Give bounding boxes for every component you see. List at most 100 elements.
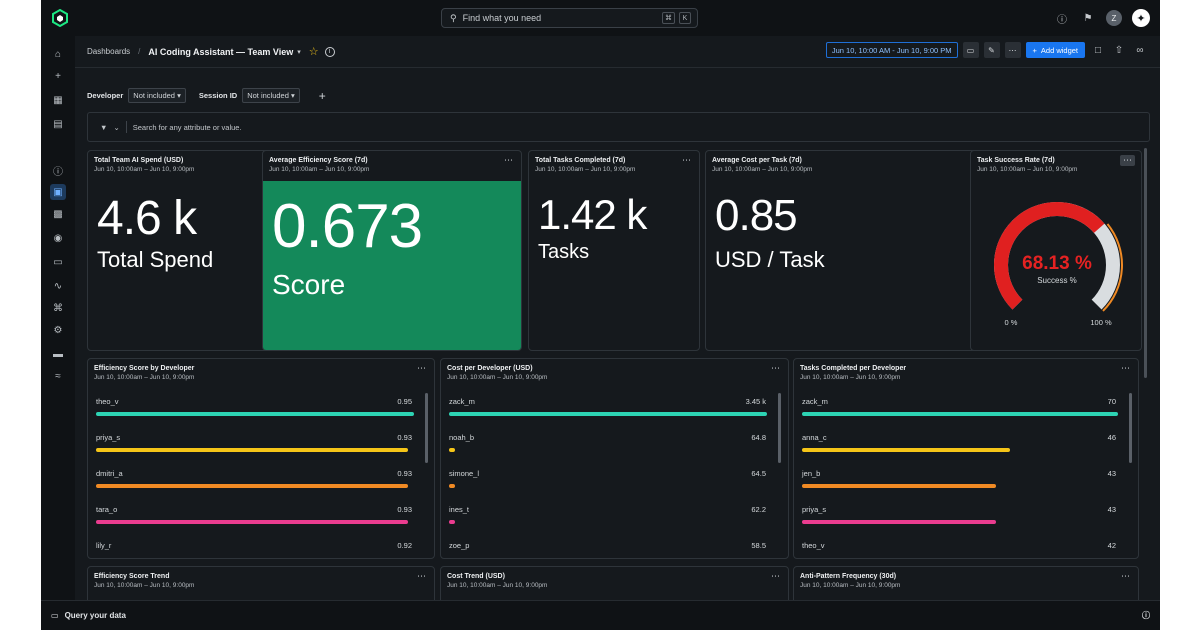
info-icon[interactable]: i [324,46,335,57]
dashboards-icon[interactable]: ▣ [50,184,66,200]
billboard-unit: Tasks [538,241,590,263]
share-icon[interactable]: ⇧ [1114,44,1124,56]
session-filter-select[interactable]: Not included ▾ [242,88,300,103]
feedback-icon[interactable]: ⚑ [1083,12,1093,24]
edit-icon[interactable]: ✎ [983,42,1000,58]
bar-label: lily_r [96,541,112,550]
widget-menu-icon[interactable]: ⋯ [417,363,426,373]
bar-label: jen_b [802,469,821,478]
widget-total-tasks[interactable]: Total Tasks Completed (7d) Jun 10, 10:00… [528,150,700,351]
global-search[interactable]: ⚲ Find what you need ⌘ K [441,8,698,28]
logs-icon[interactable]: ≈ [55,370,61,382]
bar-label: priya_s [802,505,827,514]
scrollbar[interactable] [1129,393,1132,463]
add-filter-icon[interactable]: + [318,88,326,103]
bar[interactable] [449,448,456,452]
scrollbar[interactable] [425,393,428,463]
bar-label: tara_o [96,505,118,514]
chevron-down-icon[interactable]: ▾ [297,48,301,56]
tv-mode-icon[interactable]: ▭ [962,42,979,58]
query-icon[interactable]: ▭ [51,611,59,620]
bar-label: theo_v [96,397,119,406]
widget-menu-icon[interactable]: ⋯ [417,571,426,581]
widget-subtitle: Jun 10, 10:00am – Jun 10, 9:00pm [94,374,195,381]
widget-efficiency-by-developer[interactable]: Efficiency Score by Developer Jun 10, 10… [87,358,435,559]
widget-title: Cost per Developer (USD) [447,365,533,372]
bar[interactable] [802,448,1010,452]
more-options-icon[interactable]: ⋯ [1004,42,1021,58]
assistant-icon[interactable]: ✦ [1132,9,1150,27]
widget-menu-icon[interactable]: ⋯ [771,363,780,373]
widget-cost-per-developer[interactable]: Cost per Developer (USD) Jun 10, 10:00am… [440,358,789,559]
widget-title: Total Tasks Completed (7d) [535,157,626,164]
logo-icon[interactable] [51,9,69,27]
widget-subtitle: Jun 10, 10:00am – Jun 10, 9:00pm [977,166,1078,173]
widget-efficiency-score[interactable]: Average Efficiency Score (7d) Jun 10, 10… [262,150,522,351]
search-icon: ⚲ [450,12,457,23]
bar[interactable] [802,484,997,488]
plus-icon: + [1032,45,1037,55]
widget-menu-icon[interactable]: ⋯ [682,155,691,165]
query-your-data-link[interactable]: Query your data [64,611,126,620]
home-icon[interactable]: ⌂ [54,48,62,60]
gauge-fill [994,202,1105,310]
help-icon[interactable]: ⓘ [1057,14,1067,26]
add-widget-label: Add widget [1040,45,1078,55]
breadcrumb-dashboards[interactable]: Dashboards [87,47,131,56]
widget-subtitle: Jun 10, 10:00am – Jun 10, 9:00pm [535,166,636,173]
bar[interactable] [96,520,408,524]
more-icon[interactable]: ▬ [53,348,63,360]
apm-icon[interactable]: ▩ [53,208,63,220]
globe-icon[interactable]: ◉ [53,232,63,244]
page-title[interactable]: AI Coding Assistant — Team View [148,46,294,57]
widget-menu-icon[interactable]: ⋯ [1121,571,1130,581]
kbd-cmd: ⌘ [662,12,675,24]
widget-cost-per-task[interactable]: Average Cost per Task (7d) Jun 10, 10:00… [705,150,1004,351]
scrollbar[interactable] [778,393,781,463]
widget-menu-icon[interactable]: ⋯ [504,155,513,165]
bar[interactable] [96,412,414,416]
link-icon[interactable]: ∞ [1136,44,1144,56]
bar-value: 64.8 [751,433,766,442]
bar-value: 70 [1107,397,1116,406]
filter-bar: Developer Not included ▾ Session ID Not … [87,88,326,103]
filter-icon[interactable]: ▼ [100,122,108,132]
widget-success-rate[interactable]: Task Success Rate (7d) Jun 10, 10:00am –… [970,150,1142,351]
bar-label: theo_v [802,541,825,550]
settings-icon[interactable]: ⚙ [53,324,63,336]
bar[interactable] [96,484,408,488]
bar[interactable] [802,412,1118,416]
widget-tasks-per-developer[interactable]: Tasks Completed per Developer Jun 10, 10… [793,358,1139,559]
comment-icon[interactable]: □ [1094,44,1102,56]
page-scrollbar[interactable] [1144,148,1147,378]
widget-title: Average Cost per Task (7d) [712,157,802,164]
gauge-chart: 68.13 % Success % 0 % 100 % [994,202,1123,327]
browser-icon[interactable]: ▭ [53,256,63,268]
time-range-picker[interactable]: Jun 10, 10:00 AM - Jun 10, 9:00 PM [825,42,958,58]
developer-filter-select[interactable]: Not included ▾ [128,88,186,103]
alerts-icon[interactable]: ⓘ [53,166,63,178]
pulse-icon[interactable]: ∿ [53,280,63,292]
chevron-down-icon[interactable]: ⌄ [113,122,120,132]
bar[interactable] [449,412,767,416]
attribute-search-bar[interactable]: ▼ ⌄ Search for any attribute or value. [87,112,1150,142]
infrastructure-icon[interactable]: ⌘ [53,302,63,314]
favorite-star-icon[interactable]: ☆ [308,46,319,58]
add-widget-button[interactable]: + Add widget [1025,42,1085,58]
widget-subtitle: Jun 10, 10:00am – Jun 10, 9:00pm [269,166,370,173]
widget-menu-icon[interactable]: ⋯ [1120,155,1135,166]
widget-menu-icon[interactable]: ⋯ [771,571,780,581]
bar[interactable] [449,520,455,524]
widget-menu-icon[interactable]: ⋯ [1121,363,1130,373]
avatar[interactable]: Z [1106,10,1122,26]
bottom-bar: ▭ Query your data ⓘ [41,600,1160,630]
add-icon[interactable]: + [55,70,61,82]
bar[interactable] [96,448,408,452]
apps-grid-icon[interactable]: ▦ [53,94,63,106]
bar[interactable] [449,484,456,488]
bar-label: noah_b [449,433,475,442]
help-icon[interactable]: ⓘ [1142,611,1150,620]
developer-filter-value: Not included [133,91,175,100]
bar[interactable] [802,520,997,524]
catalog-icon[interactable]: ▤ [53,118,63,130]
